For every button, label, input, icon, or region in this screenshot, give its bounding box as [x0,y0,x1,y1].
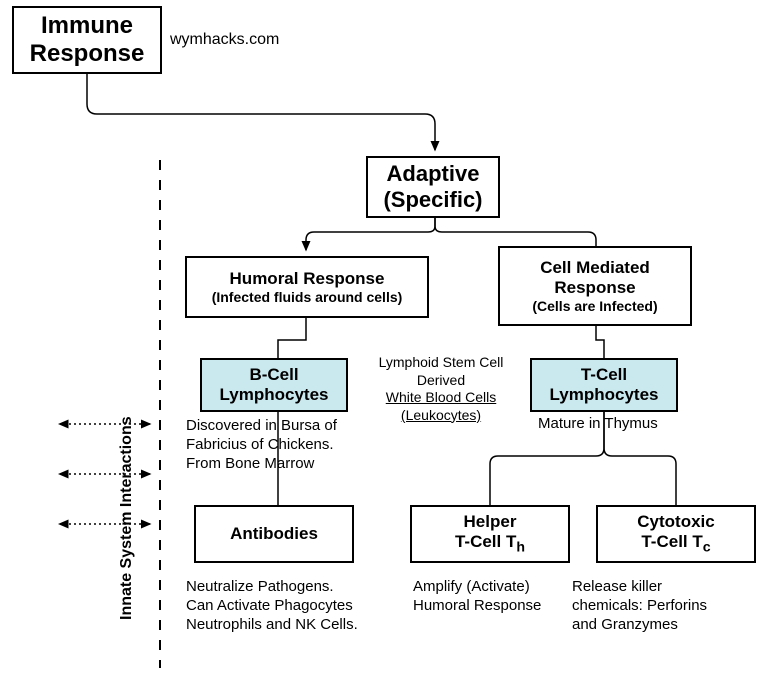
node-immune-response: Immune Response [12,6,162,74]
caption-bcell-l2: Fabricius of Chickens. [186,436,337,455]
node-adaptive-l2: (Specific) [383,187,482,213]
caption-tcell-note: Mature in Thymus [538,415,658,434]
caption-helper-l1: Amplify (Activate) [413,578,541,597]
node-cellmed-l2: Response [554,278,635,298]
node-root-l2: Response [30,40,145,68]
node-tcell: T-Cell Lymphocytes [530,358,678,412]
caption-anti-l1: Neutralize Pathogens. [186,578,358,597]
node-humoral: Humoral Response (Infected fluids around… [185,256,429,318]
node-bcell: B-Cell Lymphocytes [200,358,348,412]
node-antibodies: Antibodies [194,505,354,563]
node-bcell-l2: Lymphocytes [220,385,329,405]
caption-helper-note: Amplify (Activate) Humoral Response [413,578,541,616]
node-antibodies-l1: Antibodies [230,524,318,544]
caption-bcell-l1: Discovered in Bursa of [186,417,337,436]
caption-anti-l2: Can Activate Phagocytes [186,597,358,616]
caption-cyto-l1: Release killer [572,578,707,597]
node-humoral-l1: Humoral Response [230,269,385,289]
node-cytotoxic-tcell: Cytotoxic T-Cell Tc [596,505,756,563]
caption-cyto-l2: chemicals: Perforins [572,597,707,616]
caption-antibodies-note: Neutralize Pathogens. Can Activate Phago… [186,578,358,634]
caption-stemcell-l1: Lymphoid Stem Cell [356,354,526,372]
caption-stemcell-l2: Derived [356,372,526,390]
node-cell-mediated: Cell Mediated Response (Cells are Infect… [498,246,692,326]
node-bcell-l1: B-Cell [249,365,298,385]
node-cytotoxic-l2: T-Cell Tc [641,532,710,555]
node-adaptive-l1: Adaptive [387,161,480,187]
watermark: wymhacks.com [170,30,279,50]
node-root-l1: Immune [41,12,133,40]
node-cytotoxic-l1: Cytotoxic [637,512,714,532]
caption-stemcell-l3: White Blood Cells [356,389,526,407]
node-helper-tcell: Helper T-Cell Th [410,505,570,563]
caption-anti-l3: Neutrophils and NK Cells. [186,616,358,635]
node-helper-l2: T-Cell Th [455,532,525,555]
caption-bcell-note: Discovered in Bursa of Fabricius of Chic… [186,417,337,473]
caption-stemcell: Lymphoid Stem Cell Derived White Blood C… [356,354,526,424]
caption-cytotoxic-note: Release killer chemicals: Perforins and … [572,578,707,634]
caption-helper-l2: Humoral Response [413,597,541,616]
caption-cyto-l3: and Granzymes [572,616,707,635]
node-helper-l1: Helper [464,512,517,532]
node-cellmed-l1: Cell Mediated [540,258,650,278]
node-tcell-l1: T-Cell [581,365,627,385]
side-label-innate: Innate System Interactions [118,416,136,620]
caption-bcell-l3: From Bone Marrow [186,455,337,474]
caption-stemcell-l4: (Leukocytes) [356,407,526,425]
node-tcell-l2: Lymphocytes [550,385,659,405]
node-adaptive: Adaptive (Specific) [366,156,500,218]
node-humoral-l2: (Infected fluids around cells) [212,289,403,305]
node-cellmed-l3: (Cells are Infected) [532,298,657,314]
